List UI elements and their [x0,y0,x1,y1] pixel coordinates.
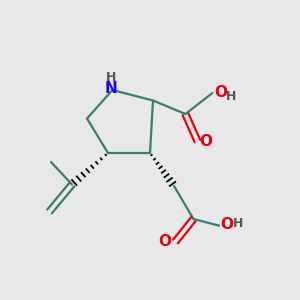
Text: O: O [199,134,212,149]
Text: H: H [233,217,243,230]
Text: O: O [220,217,234,232]
Text: H: H [106,70,116,84]
Text: H: H [226,90,236,104]
Text: O: O [158,234,171,249]
Text: O: O [214,85,227,100]
Text: N: N [105,81,117,96]
